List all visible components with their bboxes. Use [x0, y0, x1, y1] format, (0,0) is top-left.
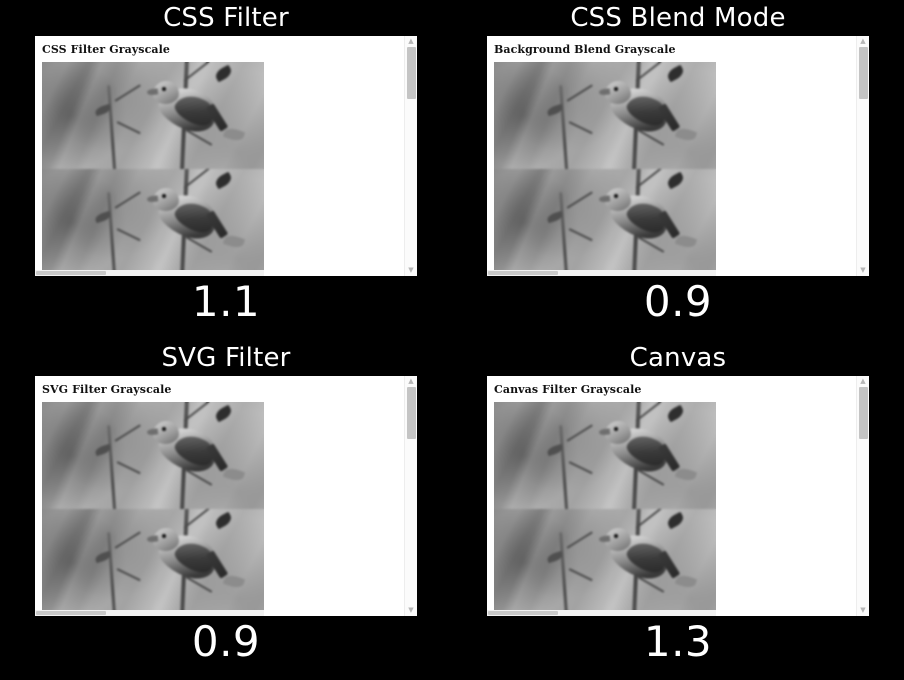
comparison-cell-css-filter: CSS Filter CSS Filter Grayscale [0, 0, 452, 340]
grayscale-bird-photo [42, 62, 264, 276]
cell-title: CSS Filter [163, 3, 289, 33]
scroll-down-arrow-icon[interactable]: ▼ [408, 266, 414, 274]
bird-subject [146, 524, 229, 586]
panel-content: Background Blend Grayscale [487, 36, 856, 276]
horizontal-scrollbar-thumb[interactable] [36, 611, 106, 615]
vertical-scrollbar-thumb[interactable] [407, 47, 416, 99]
document-heading: SVG Filter Grayscale [42, 383, 172, 396]
horizontal-scrollbar-thumb[interactable] [488, 271, 558, 275]
score-value: 1.3 [643, 617, 713, 666]
vertical-scrollbar[interactable]: ▲ ▼ [404, 36, 417, 276]
photo-copy-bottom [494, 509, 716, 616]
panel-content: Canvas Filter Grayscale [487, 376, 856, 616]
scroll-down-arrow-icon[interactable]: ▼ [408, 606, 414, 614]
browser-screenshot-panel: SVG Filter Grayscale [35, 376, 417, 616]
browser-screenshot-panel: CSS Filter Grayscale [35, 36, 417, 276]
document-heading: Background Blend Grayscale [494, 43, 676, 56]
scroll-up-arrow-icon[interactable]: ▲ [860, 377, 866, 385]
horizontal-scrollbar[interactable] [487, 270, 716, 276]
horizontal-scrollbar[interactable] [487, 610, 716, 616]
scroll-up-arrow-icon[interactable]: ▲ [860, 37, 866, 45]
scroll-up-arrow-icon[interactable]: ▲ [408, 377, 414, 385]
cell-title: Canvas [629, 343, 727, 373]
bird-subject [146, 417, 229, 479]
panel-content: CSS Filter Grayscale [35, 36, 404, 276]
scroll-down-arrow-icon[interactable]: ▼ [860, 606, 866, 614]
cell-title: CSS Blend Mode [570, 3, 786, 33]
photo-copy-bottom [42, 169, 264, 276]
bird-subject [598, 184, 681, 246]
bird-subject [146, 184, 229, 246]
document-heading: Canvas Filter Grayscale [494, 383, 642, 396]
horizontal-scrollbar-thumb[interactable] [36, 271, 106, 275]
score-value: 1.1 [191, 277, 261, 326]
cell-title: SVG Filter [161, 343, 291, 373]
browser-screenshot-panel: Canvas Filter Grayscale [487, 376, 869, 616]
horizontal-scrollbar[interactable] [35, 610, 264, 616]
scroll-down-arrow-icon[interactable]: ▼ [860, 266, 866, 274]
grayscale-bird-photo [494, 62, 716, 276]
vertical-scrollbar[interactable]: ▲ ▼ [856, 376, 869, 616]
photo-copy-bottom [494, 169, 716, 276]
score-value: 0.9 [191, 617, 261, 666]
panel-content: SVG Filter Grayscale [35, 376, 404, 616]
vertical-scrollbar[interactable]: ▲ ▼ [856, 36, 869, 276]
vertical-scrollbar-thumb[interactable] [859, 47, 868, 99]
browser-screenshot-panel: Background Blend Grayscale [487, 36, 869, 276]
horizontal-scrollbar[interactable] [35, 270, 264, 276]
score-value: 0.9 [643, 277, 713, 326]
comparison-cell-svg-filter: SVG Filter SVG Filter Grayscale [0, 340, 452, 680]
bird-subject [598, 417, 681, 479]
vertical-scrollbar-thumb[interactable] [407, 387, 416, 439]
bird-subject [146, 77, 229, 139]
comparison-cell-css-blend-mode: CSS Blend Mode Background Blend Grayscal… [452, 0, 904, 340]
comparison-cell-canvas: Canvas Canvas Filter Grayscale [452, 340, 904, 680]
document-heading: CSS Filter Grayscale [42, 43, 171, 56]
grayscale-bird-photo [42, 402, 264, 616]
scroll-up-arrow-icon[interactable]: ▲ [408, 37, 414, 45]
bird-subject [598, 524, 681, 586]
grayscale-bird-photo [494, 402, 716, 616]
vertical-scrollbar-thumb[interactable] [859, 387, 868, 439]
vertical-scrollbar[interactable]: ▲ ▼ [404, 376, 417, 616]
photo-copy-bottom [42, 509, 264, 616]
horizontal-scrollbar-thumb[interactable] [488, 611, 558, 615]
bird-subject [598, 77, 681, 139]
